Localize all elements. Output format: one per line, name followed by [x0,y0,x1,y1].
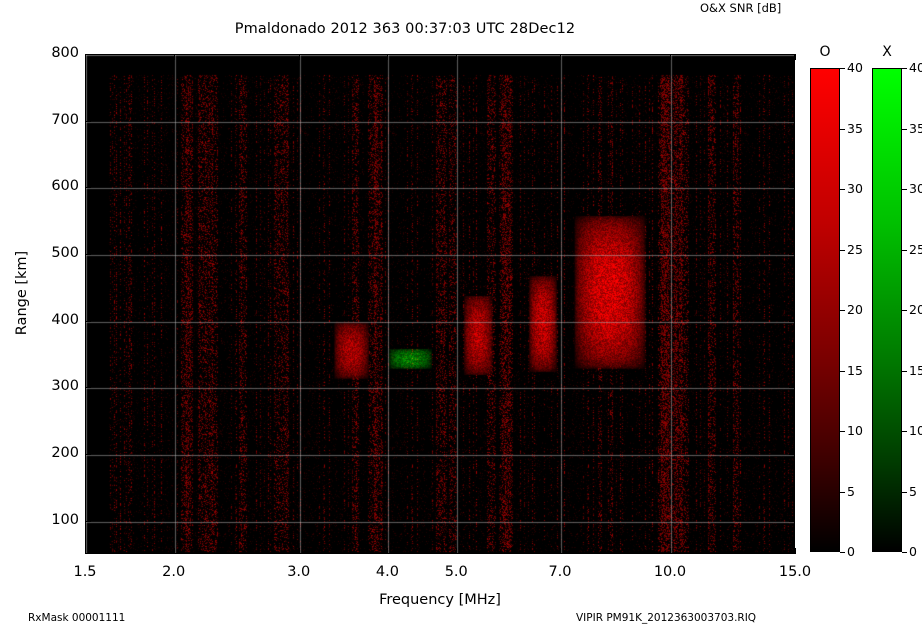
colorbar-tick-label: 40 [909,60,922,75]
colorbar-tick-label: 0 [909,544,917,559]
x-tick-label: 7.0 [548,564,572,580]
colorbar-tick-label: 40 [847,60,863,75]
page-title: Pmaldonado 2012 363 00:37:03 UTC 28Dec12 [234,21,576,37]
y-tick-label: 500 [51,245,79,261]
colorbar-tick [902,552,907,553]
x-tick-label: 10.0 [653,564,687,580]
x-tick-label: 1.5 [73,564,97,580]
colorbar-tick-label: 25 [909,241,922,257]
colorbar-tick [840,128,845,130]
colorbar-o-header: O [819,44,831,60]
x-tick-label: 15.0 [778,564,812,580]
colorbar-tick-label: 25 [847,241,863,257]
colorbar-tick [840,68,845,69]
colorbar-tick [902,249,907,251]
colorbar-tick [840,552,845,553]
x-tick-label: 3.0 [287,564,311,580]
colorbar-tick [902,491,907,493]
colorbar-tick [902,128,907,130]
y-tick-label: 200 [51,445,79,461]
colorbar-tick-label: 30 [847,181,863,196]
colorbar-tick-label: 15 [847,362,863,378]
colorbar-tick-label: 20 [909,302,922,317]
y-tick-label: 800 [51,45,79,61]
colorbar-tick [840,431,845,432]
colorbar-tick-label: 35 [909,120,922,136]
colorbar-tick-label: 15 [909,362,922,378]
x-tick [795,548,796,554]
colorbar-tick [902,431,907,432]
colorbar-tick-label: 20 [847,302,863,317]
y-tick-label: 100 [51,511,79,528]
y-tick-label: 400 [51,311,79,328]
x-tick-label: 4.0 [375,564,399,580]
colorbar-title: O&X SNR [dB] [700,1,782,15]
colorbar-x [872,68,902,552]
colorbar-tick [840,310,845,311]
y-tick-label: 700 [51,111,79,128]
colorbar-tick-label: 10 [847,423,863,438]
colorbar-tick [840,491,845,493]
colorbar-x-header: X [882,44,892,60]
footer-file: VIPIR PM91K_2012363003703.RIQ [576,612,757,624]
colorbar-tick-label: 5 [909,483,917,499]
colorbar-tick [840,370,845,372]
colorbar-tick [902,370,907,372]
ionogram-heatmap[interactable] [85,54,795,554]
y-tick-label: 600 [51,178,79,195]
x-tick-label: 2.0 [162,564,186,580]
x-tick-top [795,54,796,60]
x-tick-label: 5.0 [444,564,468,580]
colorbar-tick [902,68,907,69]
colorbar-o [810,68,840,552]
footer-rxmask: RxMask 00001111 [28,612,126,624]
colorbar-tick-label: 10 [909,423,922,438]
y-tick-label: 300 [51,378,79,395]
colorbar-tick-label: 0 [847,544,855,559]
colorbar-tick-label: 30 [909,181,922,196]
y-axis-title: Range [km] [14,250,30,336]
colorbar-tick [902,189,907,190]
colorbar-tick [840,249,845,251]
colorbar-tick-label: 35 [847,120,863,136]
colorbar-tick [840,189,845,190]
x-axis-title: Frequency [MHz] [379,592,501,608]
colorbar-tick [902,310,907,311]
colorbar-tick-label: 5 [847,483,855,499]
